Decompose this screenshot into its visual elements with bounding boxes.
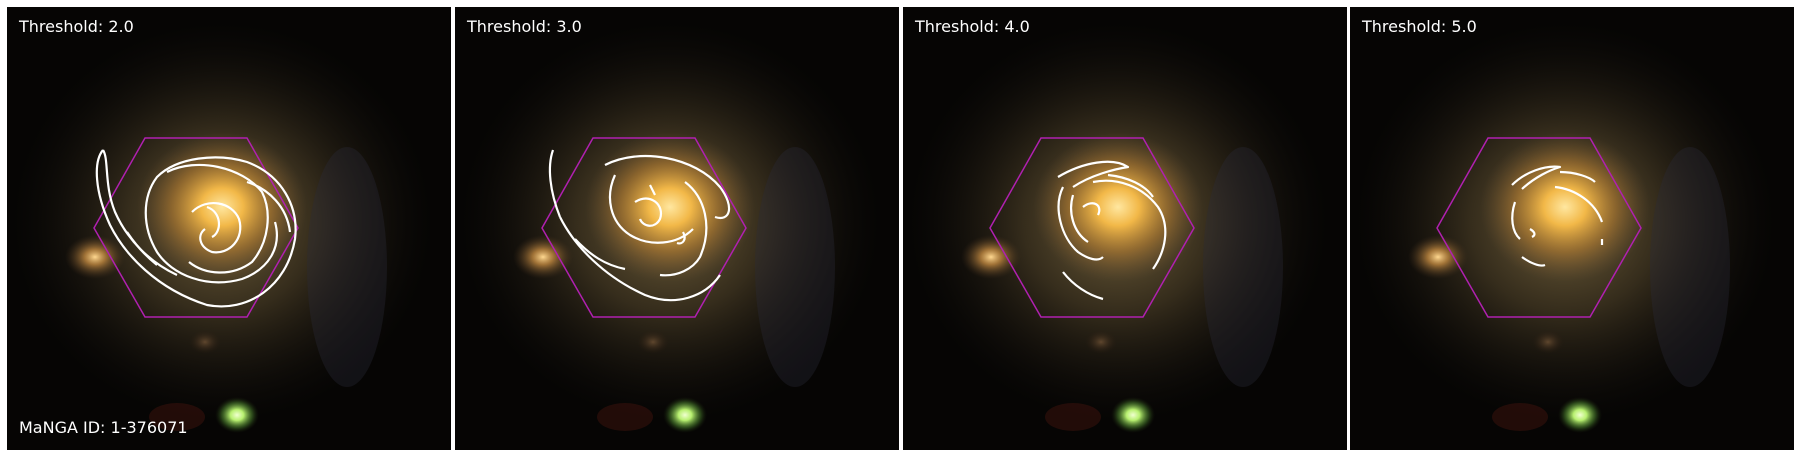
ifu-hexagon bbox=[93, 137, 299, 318]
threshold-label: Threshold: 4.0 bbox=[915, 17, 1030, 36]
galaxy-image bbox=[7, 7, 451, 450]
spiral-contours bbox=[1511, 165, 1604, 267]
ifu-hexagon bbox=[541, 137, 747, 318]
ifu-hexagon bbox=[1436, 137, 1642, 318]
galaxy-image bbox=[1350, 7, 1794, 450]
ifu-hexagon bbox=[989, 137, 1195, 318]
threshold-label: Threshold: 2.0 bbox=[19, 17, 134, 36]
image-panel-1: Threshold: 2.0 MaNGA ID: 1-376071 bbox=[7, 7, 451, 450]
threshold-label: Threshold: 5.0 bbox=[1362, 17, 1477, 36]
manga-id-label: MaNGA ID: 1-376071 bbox=[19, 418, 188, 437]
spiral-contours bbox=[1057, 160, 1167, 301]
spiral-contours bbox=[95, 149, 297, 308]
image-panel-4: Threshold: 5.0 bbox=[1350, 7, 1794, 450]
galaxy-image bbox=[455, 7, 899, 450]
galaxy-image bbox=[903, 7, 1347, 450]
image-panel-2: Threshold: 3.0 bbox=[455, 7, 899, 450]
spiral-contours bbox=[548, 149, 731, 302]
threshold-label: Threshold: 3.0 bbox=[467, 17, 582, 36]
image-panel-3: Threshold: 4.0 bbox=[903, 7, 1347, 450]
